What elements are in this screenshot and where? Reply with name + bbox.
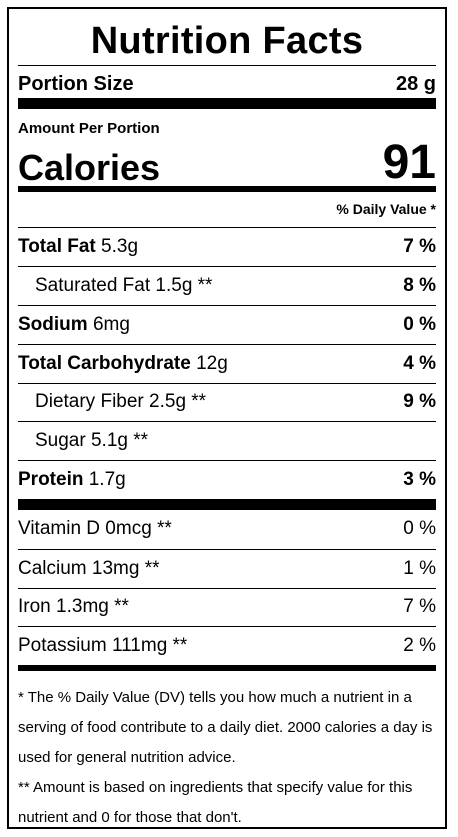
divider — [18, 549, 436, 550]
vitamin-daily-value: 0 % — [403, 518, 436, 539]
nutrition-label: Nutrition Facts Portion Size 28 g Amount… — [7, 7, 447, 829]
nutrient-amount: 1.7g — [88, 469, 126, 490]
nutrient-daily-value: 0 % — [403, 314, 436, 335]
vitamin-daily-value: 1 % — [403, 558, 436, 579]
divider — [18, 266, 436, 267]
vitamin-daily-value: 2 % — [403, 635, 436, 656]
calories-value: 91 — [382, 136, 436, 189]
vitamin-name: Vitamin D — [18, 518, 101, 539]
calories-label: Calories — [18, 147, 161, 188]
nutrient-name: Protein — [18, 469, 84, 490]
portion-size-label: Portion Size — [18, 73, 134, 95]
divider — [18, 65, 436, 66]
vitamin-amount: 13mg ** — [91, 558, 160, 579]
nutrient-amount: 1.5g ** — [155, 275, 213, 296]
nutrient-name: Total Fat — [18, 236, 96, 257]
vitamin-row-potassium: Potassium 111mg ** 2 % — [18, 634, 436, 658]
amount-per-portion: Amount Per Portion — [18, 120, 160, 137]
divider — [18, 227, 436, 228]
nutrient-amount: 5.1g ** — [90, 430, 149, 451]
nutrient-name: Dietary Fiber — [35, 391, 144, 412]
nutrient-row-protein: Protein 1.7g 3 % — [18, 468, 436, 492]
divider — [18, 626, 436, 627]
vitamin-name: Iron — [18, 596, 51, 617]
nutrient-row-dietary-fiber: Dietary Fiber 2.5g ** 9 % — [18, 390, 436, 414]
vitamin-name: Potassium — [18, 635, 107, 656]
nutrient-row-total-carbohydrate: Total Carbohydrate 12g 4 % — [18, 352, 436, 376]
footnote-amount-basis: ** Amount is based on ingredients that s… — [18, 779, 413, 826]
nutrient-row-sodium: Sodium 6mg 0 % — [18, 313, 436, 337]
nutrient-row-total-fat: Total Fat 5.3g 7 % — [18, 235, 436, 259]
divider — [18, 421, 436, 422]
portion-size-value: 28 g — [395, 73, 436, 95]
nutrient-amount: 12g — [196, 353, 228, 374]
vitamin-row-iron: Iron 1.3mg ** 7 % — [18, 595, 436, 619]
divider — [18, 383, 436, 384]
nutrient-amount: 5.3g — [101, 236, 139, 257]
thick-divider — [18, 499, 436, 510]
nutrient-amount: 6mg — [92, 314, 130, 335]
portion-size-row: Portion Size 28 g — [18, 71, 436, 97]
vitamin-amount: 0mcg ** — [105, 518, 172, 539]
divider — [18, 305, 436, 306]
nutrient-daily-value: 9 % — [403, 391, 436, 412]
divider — [18, 588, 436, 589]
label-title: Nutrition Facts — [90, 20, 364, 62]
vitamin-row-vitamin-d: Vitamin D 0mcg ** 0 % — [18, 517, 436, 541]
vitamin-amount: 1.3mg ** — [56, 596, 129, 617]
vitamin-name: Calcium — [18, 558, 87, 579]
nutrient-amount: 2.5g ** — [149, 391, 207, 412]
vitamin-amount: 111mg ** — [111, 635, 188, 656]
calories-row: Calories 91 — [18, 137, 436, 191]
nutrient-daily-value: 3 % — [403, 469, 436, 490]
divider — [18, 460, 436, 461]
divider — [18, 344, 436, 345]
nutrient-row-sugar: Sugar 5.1g ** — [18, 429, 436, 453]
nutrient-name: Sodium — [18, 314, 88, 335]
nutrient-row-saturated-fat: Saturated Fat 1.5g ** 8 % — [18, 274, 436, 298]
nutrient-daily-value: 7 % — [403, 236, 436, 257]
nutrient-name: Sugar — [35, 430, 86, 451]
daily-value-header: % Daily Value * — [336, 201, 436, 217]
daily-value-header-row: % Daily Value * — [18, 200, 436, 218]
nutrient-name: Total Carbohydrate — [18, 353, 191, 374]
vitamin-daily-value: 7 % — [403, 596, 436, 617]
nutrient-daily-value: 8 % — [403, 275, 436, 296]
footnote-daily-value: * The % Daily Value (DV) tells you how m… — [18, 689, 433, 766]
nutrient-daily-value: 4 % — [403, 353, 436, 374]
medium-divider — [18, 665, 436, 671]
medium-divider — [18, 186, 436, 192]
vitamin-row-calcium: Calcium 13mg ** 1 % — [18, 557, 436, 581]
nutrient-name: Saturated Fat — [35, 275, 151, 296]
thick-divider — [18, 98, 436, 109]
